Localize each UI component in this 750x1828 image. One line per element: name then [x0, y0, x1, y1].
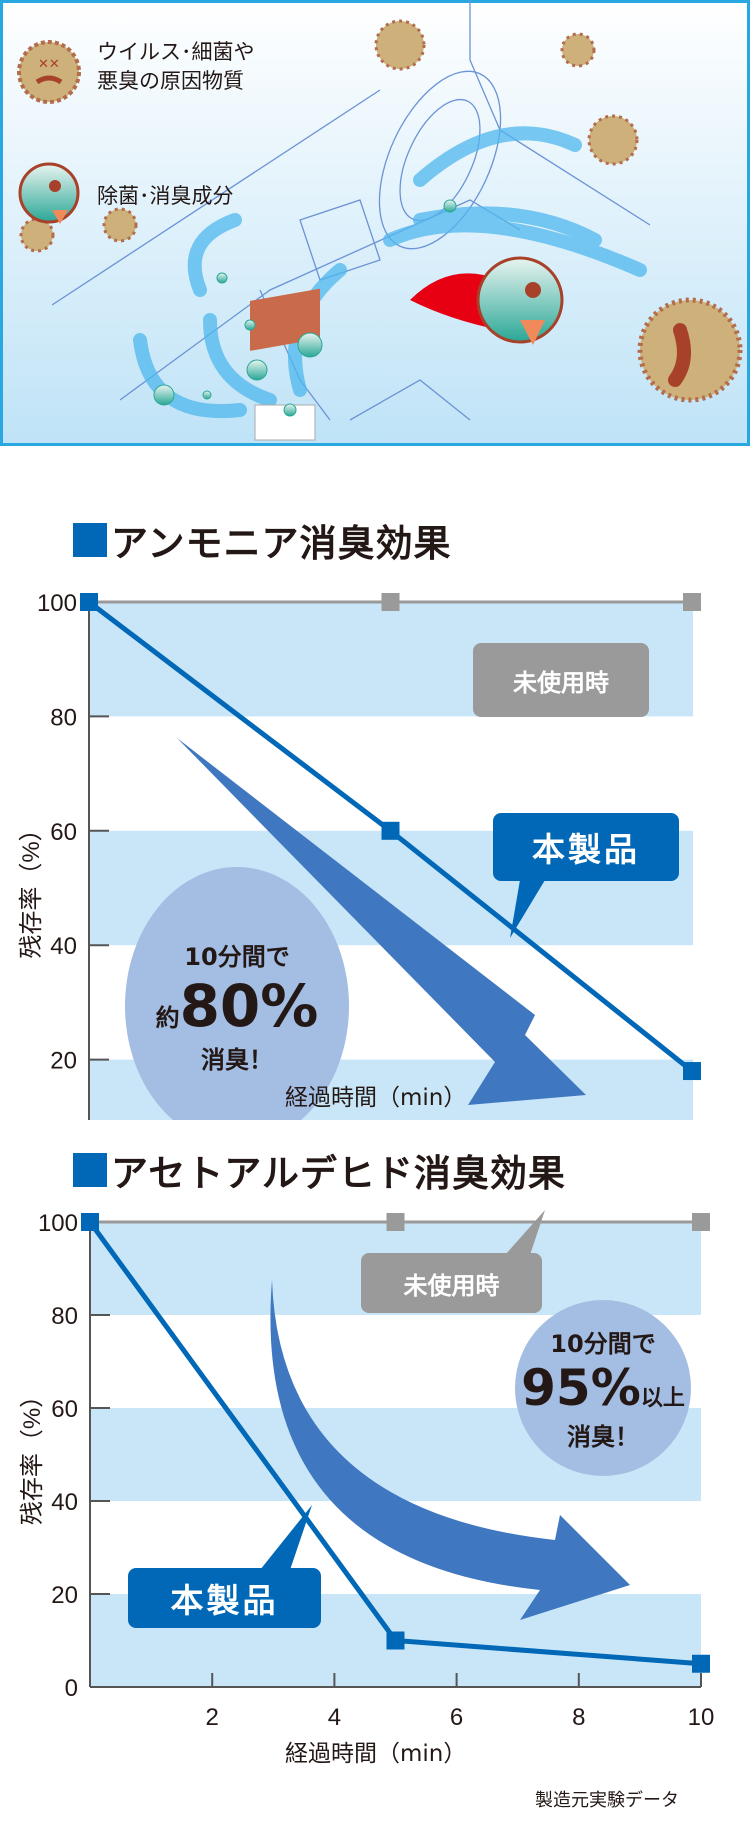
y-tick-label: 40	[51, 1489, 78, 1516]
chart2-xlabel: 経過時間（min）	[285, 1741, 467, 1767]
data-point-product	[386, 1631, 405, 1650]
y-tick-label: 0	[65, 1675, 78, 1702]
chart1-product-label: 本製品	[493, 813, 679, 881]
legend-germ-line2: 悪臭の原因物質	[97, 69, 244, 93]
y-tick-label: 80	[50, 704, 77, 731]
data-point-product	[381, 821, 400, 840]
bubble2-big: 95%	[521, 1359, 641, 1417]
chart2-result-bubble: 10分間で 95% 以上 消臭！	[515, 1300, 691, 1476]
legend-germ-label: ウイルス･細菌や 悪臭の原因物質	[97, 38, 255, 96]
chart2-product-label: 本製品	[128, 1568, 321, 1628]
legend-deodorant-label: 除菌･消臭成分	[97, 184, 234, 208]
y-tick-label: 100	[38, 1210, 78, 1237]
data-point-product	[81, 1213, 99, 1231]
particle-bubbles	[153, 199, 457, 417]
x-tick-label: 4	[328, 1704, 341, 1731]
bubble1-line1: 10分間で	[184, 943, 290, 971]
legend-germ-line1: ウイルス･細菌や	[97, 40, 255, 64]
data-point-unused	[683, 593, 701, 611]
title-square-icon	[73, 1153, 107, 1187]
bubble1-line3: 消臭！	[201, 1046, 273, 1074]
product-callout-tail	[510, 880, 545, 938]
bubble2-suffix: 以上	[640, 1386, 685, 1411]
chart2-title: アセトアルデヒド消臭効果	[73, 1143, 566, 1197]
y-tick-label: 20	[51, 1582, 78, 1609]
y-tick-label: 80	[51, 1303, 78, 1330]
y-tick-label: 20	[50, 1048, 77, 1075]
chart1-title: アンモニア消臭効果	[73, 513, 452, 567]
bubble1-big: 80%	[179, 972, 319, 1040]
y-tick-label: 100	[37, 590, 77, 617]
x-tick-label: 6	[450, 1704, 463, 1731]
product-callout-tail	[260, 1505, 312, 1570]
deodorant-character-icon	[18, 162, 80, 224]
legend-icons: ✕✕	[17, 40, 81, 224]
chart1-xlabel: 経過時間（min）	[285, 1085, 467, 1111]
y-tick-label: 40	[50, 933, 77, 960]
chart1-unused-label: 未使用時	[473, 643, 649, 717]
result-bubble-shape	[515, 1300, 691, 1476]
chart1-result-bubble: 10分間で 約 80% 消臭！	[125, 867, 349, 1145]
y-axis-label: 残存率（%）	[19, 1384, 46, 1525]
x-tick-label: 8	[572, 1704, 585, 1731]
data-point-product	[80, 593, 98, 611]
data-point-product	[692, 1654, 710, 1673]
data-source-note: 製造元実験データ	[535, 1790, 679, 1811]
decrease-arrow	[177, 738, 586, 1105]
data-point-unused	[692, 1213, 710, 1231]
data-point-unused	[386, 1213, 405, 1231]
illustration-graphic: ✕✕	[0, 0, 750, 446]
chart2-unused-label: 未使用時	[361, 1253, 542, 1313]
bubble2-line3: 消臭！	[567, 1423, 639, 1451]
chart1-title-text: アンモニア消臭効果	[111, 522, 452, 565]
svg-text:✕✕: ✕✕	[38, 56, 60, 71]
y-tick-label: 60	[50, 819, 77, 846]
bubble2-line1: 10分間で	[550, 1330, 656, 1358]
virus-germ-icon	[17, 40, 81, 104]
bubble1-prefix: 約	[155, 1004, 180, 1032]
chart2-title-text: アセトアルデヒド消臭効果	[111, 1152, 566, 1195]
result-bubble-shape	[125, 867, 349, 1120]
x-tick-label: 10	[688, 1704, 715, 1731]
y-axis-label: 残存率（%）	[18, 817, 45, 958]
deodorant-character	[410, 256, 564, 345]
car-interior-illustration: ✕✕ ウイルス･細菌や 悪臭の原因物質 除菌･消臭成分	[0, 0, 750, 447]
decrease-arrow	[270, 1280, 630, 1620]
y-tick-label: 60	[51, 1396, 78, 1423]
x-tick-label: 2	[206, 1704, 219, 1731]
data-point-product	[683, 1062, 701, 1081]
title-square-icon	[73, 523, 107, 557]
data-point-unused	[381, 593, 400, 611]
